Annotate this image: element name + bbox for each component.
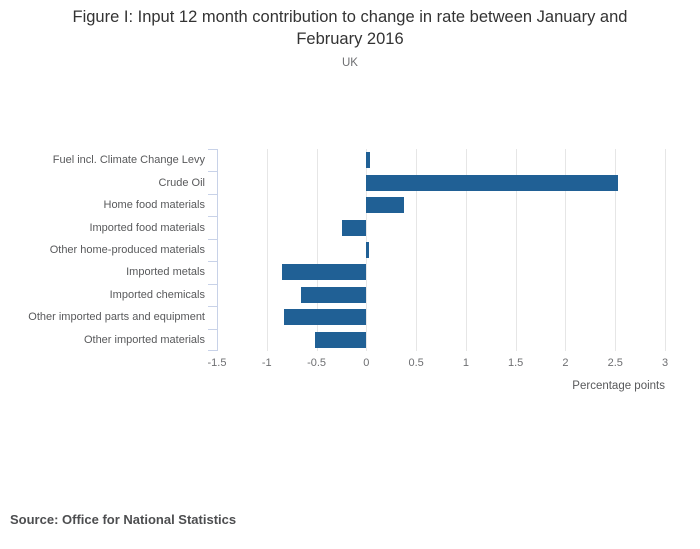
plot-area xyxy=(208,149,666,351)
x-tick-label: 1 xyxy=(462,357,469,369)
bar xyxy=(314,331,367,348)
y-axis-tick xyxy=(208,328,217,330)
y-axis-tick xyxy=(208,261,217,263)
x-axis-tick-labels: -1.5 -1 -0.5 0 0.5 1 1.5 2 2.5 3 xyxy=(208,357,669,371)
y-axis-tick xyxy=(208,350,217,351)
gridline xyxy=(465,149,467,351)
y-axis-tick xyxy=(208,238,217,240)
bar xyxy=(366,197,405,214)
y-axis-category-labels: Fuel incl. Climate Change Levy Crude Oil H… xyxy=(0,149,205,351)
gridline xyxy=(615,149,617,351)
source-note: Source: Office for National Statistics xyxy=(10,512,237,527)
figure-subtitle: UK xyxy=(342,57,358,69)
category-label: Crude Oil xyxy=(158,176,205,189)
category-label: Other home-produced materials xyxy=(49,243,205,256)
figure-title: Figure I: Input 12 month contribution to… xyxy=(72,8,628,48)
category-label: Other imported parts and equipment xyxy=(28,311,205,324)
bar xyxy=(366,174,619,191)
bar xyxy=(300,286,367,303)
category-label: Home food materials xyxy=(103,199,206,212)
x-tick-label: 1.5 xyxy=(508,357,524,369)
bar xyxy=(342,219,367,236)
bar xyxy=(366,242,370,258)
x-tick-label: -1.5 xyxy=(207,357,227,369)
x-tick-label: 2.5 xyxy=(607,357,623,369)
y-axis-tick xyxy=(208,149,217,150)
gridline xyxy=(665,149,666,351)
bar xyxy=(281,264,367,281)
x-axis-title: Percentage points xyxy=(572,380,665,392)
category-label: Other imported materials xyxy=(83,333,205,346)
y-axis-tick xyxy=(208,306,217,308)
x-tick-label: 0.5 xyxy=(408,357,424,369)
x-tick-label: 2 xyxy=(562,357,569,369)
category-label: Imported food materials xyxy=(89,221,205,234)
gridline xyxy=(565,149,567,351)
x-tick-label: -0.5 xyxy=(307,357,327,369)
x-tick-label: 3 xyxy=(661,357,669,369)
bar xyxy=(283,309,367,326)
category-label: Fuel incl. Climate Change Levy xyxy=(52,154,205,167)
bar xyxy=(366,152,371,169)
y-axis-line xyxy=(217,149,218,351)
category-label: Imported metals xyxy=(126,266,205,279)
y-axis-tick xyxy=(208,193,217,195)
gridline xyxy=(316,149,318,351)
gridline xyxy=(416,149,418,351)
category-label: Imported chemicals xyxy=(109,288,205,301)
gridline xyxy=(266,149,268,351)
x-tick-label: 0 xyxy=(363,357,370,369)
y-axis-tick xyxy=(208,171,217,173)
gridline xyxy=(515,149,517,351)
y-axis-tick xyxy=(208,283,217,285)
x-tick-label: -1 xyxy=(261,357,272,369)
y-axis-tick xyxy=(208,216,217,218)
